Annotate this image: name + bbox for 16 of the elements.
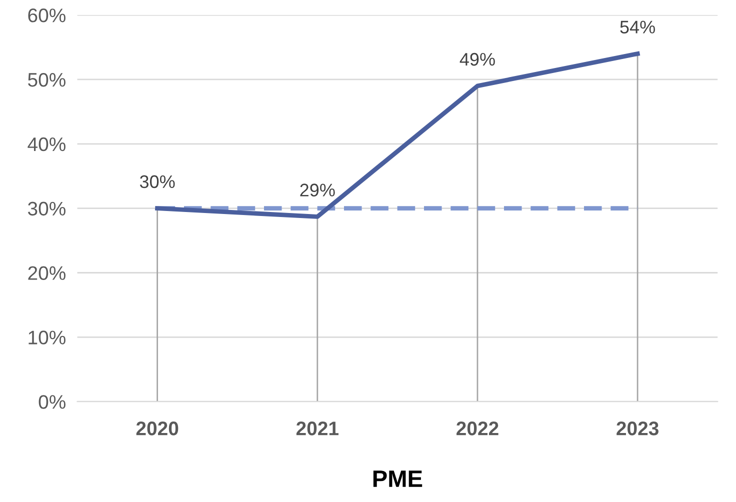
y-tick-label: 50% bbox=[28, 72, 66, 87]
x-axis-title: PME bbox=[373, 470, 422, 487]
data-label: 49% bbox=[460, 52, 495, 66]
y-tick-label: 30% bbox=[28, 202, 66, 216]
x-tick-label: 2021 bbox=[296, 422, 338, 436]
x-tick-label: 2023 bbox=[616, 422, 658, 436]
y-tick-label: 0% bbox=[38, 395, 66, 409]
y-tick-label: 40% bbox=[28, 137, 66, 152]
y-tick-label: 10% bbox=[28, 330, 66, 344]
x-tick-label: 2020 bbox=[136, 422, 178, 436]
x-tick-label: 2022 bbox=[456, 422, 498, 436]
y-tick-label: 60% bbox=[28, 8, 66, 22]
data-label: 54% bbox=[620, 20, 655, 34]
y-tick-label: 20% bbox=[28, 266, 66, 280]
data-label: 29% bbox=[300, 184, 335, 196]
data-label: 30% bbox=[140, 175, 175, 188]
